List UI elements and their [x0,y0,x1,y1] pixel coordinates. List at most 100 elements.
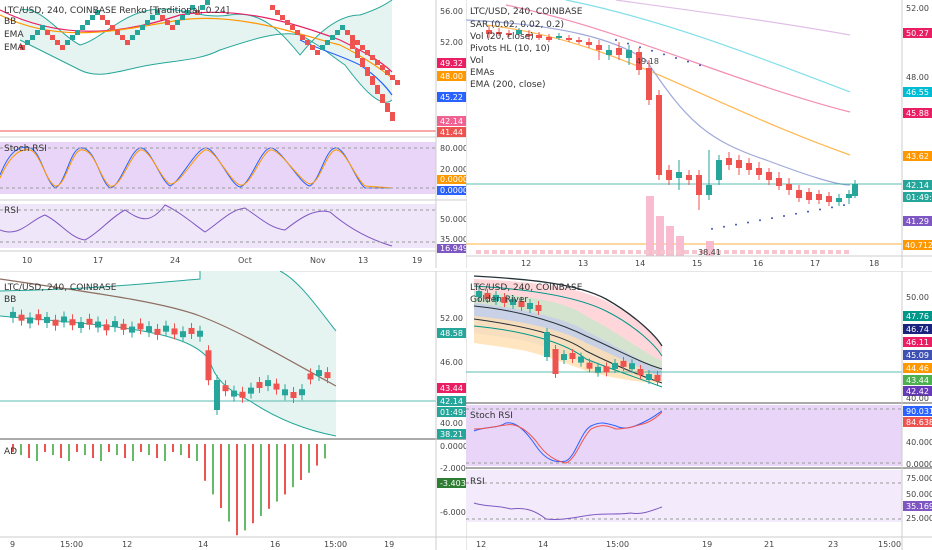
ad-bar [68,444,70,461]
ad-bar [44,444,46,452]
candle-body [576,40,582,42]
candle-body [52,319,59,326]
candle-body [826,196,832,202]
bollinger-ad-chart[interactable]: LTC/USD, 240, COINBASE BB AD 52.00 48.58… [0,271,466,550]
svg-text:43.44: 43.44 [906,376,929,385]
candle-body [239,391,246,398]
price-label: 52.00 [906,4,929,13]
stoch-axis-label: 20.0000 [440,165,466,174]
candle-body [706,185,712,195]
candle-body [629,363,635,370]
ad-bar [36,444,38,461]
renko-brick [375,85,380,94]
svg-text:44.46: 44.46 [906,364,929,373]
candle-body [595,366,601,373]
time-label: 14 [198,540,208,549]
renko-brick [30,35,35,40]
candle-body [188,327,195,334]
volume-bar [572,250,577,254]
candle-body [10,311,16,318]
svg-text:40.712K: 40.712K [905,241,932,250]
candle-body [256,382,263,389]
time-label: 15:00 [878,540,901,549]
candle-body [626,50,632,58]
time-label: 16 [270,540,280,549]
stoch-rsi-band [466,405,902,466]
time-label: 9 [10,540,15,549]
svg-text:46.11: 46.11 [906,338,929,347]
candle-body [44,316,50,323]
bollinger-fill [20,0,392,103]
candle-body [786,184,792,190]
sar-dot [651,49,653,52]
chart-panel-bottom-left[interactable]: LTC/USD, 240, COINBASE BB AD 52.00 48.58… [0,271,466,550]
candle-body [214,380,220,410]
renko-chart[interactable]: LTC/USD, 240, COINBASE Renko [Traditiona… [0,0,466,268]
renko-brick [365,67,370,76]
stoch-tag: 84.6383 [903,417,932,427]
renko-brick [80,25,85,30]
renko-brick [275,10,280,15]
renko-brick [75,30,80,35]
volume-bar [772,250,777,254]
parabolic-sar [615,39,845,230]
renko-brick [270,5,275,10]
candle-body [536,35,542,38]
candle-body [222,385,229,392]
ad-bar [76,444,78,452]
ad-bar [252,444,254,524]
candle-body [103,324,110,331]
volume-bar [556,250,561,254]
renko-brick [395,80,400,85]
renko-brick [330,35,335,40]
chart-panel-top-right[interactable]: 49.18 38.41 LTC/USD, 240, COINBASE SAR (… [466,0,932,268]
time-label: 17 [810,259,820,268]
renko-brick [285,20,290,25]
price-tag-last: 42.14 [903,180,932,190]
ema-blue [299,39,393,96]
price-tag-ema-red: 49.32 [437,58,466,68]
volume-bar [836,250,841,254]
legend-item: BB [4,295,16,305]
price-tag-ema-orange: 43.62 [903,151,932,161]
renko-brick [170,25,175,30]
golden-river-chart[interactable]: LTC/USD, 240, COINBASE Golden River Stoc… [466,271,932,550]
renko-brick [70,35,75,40]
chart-panel-bottom-right[interactable]: LTC/USD, 240, COINBASE Golden River Stoc… [466,271,932,550]
time-label: 15:00 [606,540,629,549]
ema-pink [505,4,851,113]
ad-axis-label: -2.0000 [440,464,466,473]
svg-text:48.00: 48.00 [440,72,463,81]
sar-dot [639,46,641,49]
legend-title: LTC/USD, 240, COINBASE [470,283,583,293]
candlestick-chart[interactable]: 49.18 38.41 LTC/USD, 240, COINBASE SAR (… [466,0,932,268]
volume-bar [764,250,769,254]
renko-brick [370,55,375,60]
candle-body [506,33,512,35]
svg-text:0.0000: 0.0000 [440,186,466,195]
candle-body [666,170,672,180]
renko-brick [120,35,125,40]
svg-text:41.44: 41.44 [440,128,463,137]
ad-bar [148,444,150,455]
price-tag-river: 44.46 [903,363,932,373]
volume-bar [788,250,793,254]
candle-body [796,190,802,198]
chart-panel-top-left[interactable]: LTC/USD, 240, COINBASE Renko [Traditiona… [0,0,466,268]
renko-brick [355,49,360,58]
ad-axis-label: -6.0000 [440,508,466,517]
rsi-axis-label: 75.0000 [906,474,932,483]
rsi-label: RSI [4,206,19,216]
time-label: 24 [170,256,180,265]
legend-item: Golden River [470,295,528,305]
sar-dot [747,221,749,224]
candle-body [510,299,516,305]
volume-bar [828,250,833,254]
candle-body [496,32,502,34]
bb-upper [0,271,201,292]
candle-body [518,301,525,307]
bb-lower [19,33,393,103]
time-label: 15:00 [60,540,83,549]
ad-label: AD [4,447,17,457]
candle-body [516,30,522,34]
